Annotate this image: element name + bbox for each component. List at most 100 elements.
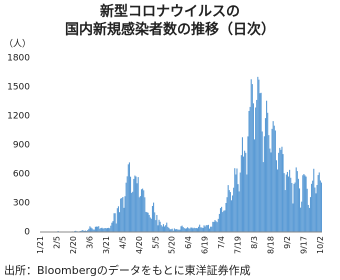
bar: [281, 146, 283, 232]
bar: [100, 228, 102, 232]
bar: [102, 228, 104, 232]
bar: [200, 227, 202, 232]
bar: [154, 212, 156, 232]
bar: [313, 168, 315, 232]
bar: [195, 228, 197, 232]
bar: [320, 182, 322, 232]
bar: [117, 206, 120, 232]
bar: [297, 178, 299, 232]
bar: [246, 174, 248, 232]
bar: [125, 182, 127, 232]
bar: [135, 176, 137, 232]
bar: [81, 230, 83, 232]
bar: [242, 156, 245, 232]
bar: [167, 226, 169, 232]
bar: [206, 225, 208, 232]
x-tick-label: 2/5: [53, 236, 62, 249]
bar: [168, 227, 170, 232]
bar: [235, 174, 237, 232]
bar: [283, 173, 285, 232]
bar: [193, 227, 195, 232]
bar: [127, 164, 129, 232]
bar: [137, 177, 139, 232]
bar: [143, 190, 145, 232]
bar: [225, 203, 227, 232]
bar: [163, 226, 166, 232]
y-tick-label: 900: [13, 141, 30, 151]
bar: [263, 136, 265, 232]
bar: [198, 226, 200, 232]
bar: [269, 148, 271, 232]
bar: [248, 110, 250, 232]
bar: [251, 84, 253, 232]
bar: [87, 230, 89, 232]
bar: [227, 185, 229, 232]
bar: [134, 175, 136, 232]
bar: [257, 76, 259, 232]
bar: [308, 207, 310, 232]
bar: [287, 176, 290, 232]
bar: [156, 214, 158, 232]
bar: [203, 225, 205, 232]
bar: [166, 222, 168, 232]
x-tick-label: 1/21: [36, 236, 45, 254]
bar: [92, 229, 94, 232]
bar: [123, 207, 125, 232]
bar: [151, 205, 154, 232]
bar: [300, 207, 302, 232]
bar: [90, 227, 92, 232]
bar: [122, 197, 124, 232]
bar: [252, 103, 254, 232]
bar: [160, 225, 162, 232]
bar: [91, 228, 93, 232]
bar: [101, 227, 103, 232]
bar: [119, 212, 121, 232]
bar: [84, 230, 87, 232]
x-tick-label: 5/20: [168, 236, 177, 254]
bar: [148, 214, 150, 232]
bar: [111, 222, 113, 232]
bar: [217, 218, 219, 232]
bar: [253, 139, 256, 232]
bar: [311, 183, 313, 232]
bar: [211, 226, 213, 232]
bar: [296, 171, 298, 232]
bar: [132, 191, 134, 232]
bar: [184, 228, 186, 232]
bar: [229, 192, 231, 232]
bar: [174, 229, 177, 232]
bar: [147, 212, 149, 232]
bar: [93, 229, 95, 232]
bar: [318, 172, 320, 232]
bar: [88, 228, 90, 232]
x-tick-label: 4/20: [135, 236, 144, 254]
bar: [275, 160, 278, 232]
bar: [149, 217, 151, 232]
bar: [83, 230, 85, 232]
bar: [317, 175, 319, 232]
bar: [201, 227, 203, 232]
bar: [289, 169, 291, 232]
bar: [244, 150, 246, 232]
bar: [162, 224, 164, 232]
bar: [138, 197, 140, 232]
bar: [140, 189, 143, 232]
y-tick-label: 300: [13, 199, 30, 209]
chart-title-line: 新型コロナウイルスの: [100, 3, 240, 20]
bar: [221, 206, 223, 232]
bar: [305, 176, 307, 232]
bar: [241, 137, 243, 232]
bar: [185, 228, 188, 232]
bar: [234, 168, 236, 232]
bar: [95, 226, 98, 232]
bar: [249, 106, 251, 232]
bar: [112, 221, 114, 232]
bar: [273, 125, 275, 232]
x-tick-label: 3/21: [102, 236, 111, 254]
bar: [214, 220, 216, 232]
bar: [182, 227, 184, 232]
bar: [89, 226, 91, 232]
bar: [121, 198, 123, 232]
bar: [286, 171, 288, 232]
bar: [150, 218, 152, 232]
